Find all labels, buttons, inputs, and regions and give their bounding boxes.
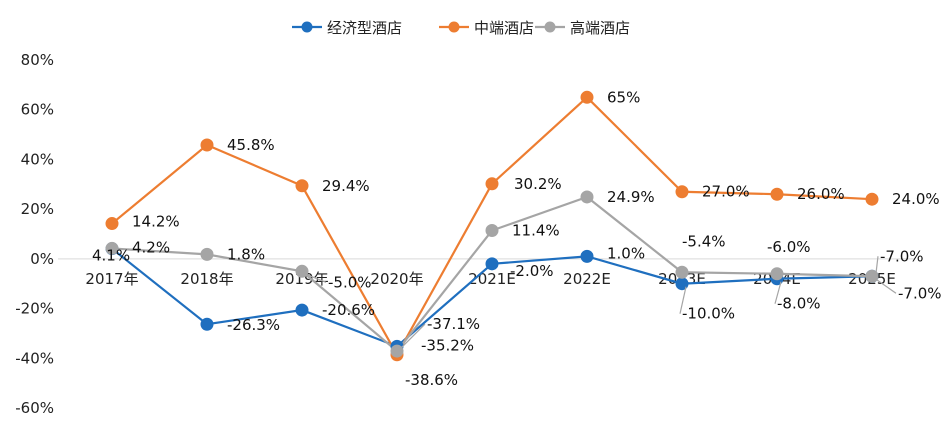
data-point xyxy=(485,224,499,238)
x-tick-label: 2020年 xyxy=(370,270,423,288)
leader-line xyxy=(400,323,426,349)
data-label: 14.2% xyxy=(132,213,180,231)
data-point xyxy=(770,187,784,201)
data-label: -26.3% xyxy=(227,316,280,334)
legend-swatch-marker xyxy=(544,21,556,33)
data-point xyxy=(580,190,594,204)
data-label: 26.0% xyxy=(797,185,845,203)
legend-label: 高端酒店 xyxy=(570,19,630,37)
y-tick-label: -60% xyxy=(15,399,54,417)
y-tick-label: -40% xyxy=(15,349,54,367)
data-point xyxy=(675,265,689,279)
x-tick-label: 2018年 xyxy=(180,270,233,288)
data-point xyxy=(865,269,879,283)
data-point xyxy=(770,267,784,281)
data-label: 24.9% xyxy=(607,188,655,206)
data-label: -6.0% xyxy=(767,238,811,256)
data-point xyxy=(105,217,119,231)
data-label: -37.1% xyxy=(427,315,480,333)
y-tick-label: 40% xyxy=(21,150,54,168)
x-tick-label: 2017年 xyxy=(85,270,138,288)
data-label: 11.4% xyxy=(512,222,560,240)
data-label: -20.6% xyxy=(322,301,375,319)
data-point xyxy=(485,177,499,191)
data-label: -10.0% xyxy=(682,305,735,323)
data-point xyxy=(295,179,309,193)
data-point xyxy=(295,303,309,317)
data-label: -7.0% xyxy=(898,284,941,302)
y-tick-label: 80% xyxy=(21,51,54,69)
data-label: -7.0% xyxy=(880,247,924,265)
data-label: 1.0% xyxy=(607,244,645,262)
legend-swatch-marker xyxy=(301,21,313,33)
y-tick-label: -20% xyxy=(15,300,54,318)
leader-line xyxy=(774,281,782,304)
y-tick-label: 20% xyxy=(21,200,54,218)
data-point xyxy=(485,257,499,271)
data-point xyxy=(295,264,309,278)
leader-line xyxy=(875,256,879,274)
leader-line xyxy=(305,273,327,283)
data-point xyxy=(865,192,879,206)
data-label: 27.0% xyxy=(702,183,750,201)
data-label: -2.0% xyxy=(510,262,554,280)
x-tick-label: 2022E xyxy=(563,270,611,288)
data-label: 24.0% xyxy=(892,190,940,208)
leader-line xyxy=(875,278,897,294)
data-point xyxy=(580,90,594,104)
data-point xyxy=(390,344,404,358)
data-label: -5.0% xyxy=(328,273,372,291)
leader-line xyxy=(679,286,687,314)
data-label: 65% xyxy=(607,88,640,106)
legend-label: 经济型酒店 xyxy=(327,19,402,37)
data-label: 4.1% xyxy=(92,247,130,265)
data-label: 45.8% xyxy=(227,136,275,154)
legend-label: 中端酒店 xyxy=(474,19,534,37)
legend-swatch-marker xyxy=(448,21,460,33)
data-point xyxy=(105,241,119,255)
data-label: -8.0% xyxy=(777,295,821,313)
data-label: -38.6% xyxy=(405,371,458,389)
y-tick-label: 0% xyxy=(30,250,54,268)
data-label: -5.4% xyxy=(682,232,726,250)
data-label: 30.2% xyxy=(514,175,562,193)
data-point xyxy=(200,317,214,331)
data-label: -35.2% xyxy=(421,336,474,354)
data-label: 4.2% xyxy=(132,238,170,256)
data-point xyxy=(200,247,214,261)
data-point xyxy=(200,138,214,152)
data-point xyxy=(580,249,594,263)
y-tick-label: 60% xyxy=(21,101,54,119)
data-label: 1.8% xyxy=(227,245,265,263)
data-point xyxy=(675,185,689,199)
data-label: 29.4% xyxy=(322,177,370,195)
